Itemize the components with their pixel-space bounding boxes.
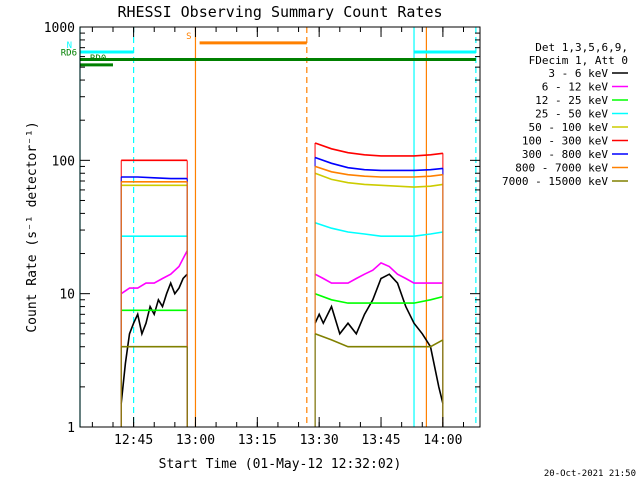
- series-line-50-100-kev: [314, 172, 444, 188]
- legend-label-800-7000-kev: 800 - 7000 keV: [515, 162, 608, 175]
- legend-header-line-2: FDecim 1, Att 0: [529, 54, 628, 67]
- legend-label-12-25-kev: 12 - 25 keV: [535, 94, 608, 107]
- axes: 1 10 100 1000 12:45 13:00 13:15 13:30 13:45 14:00: [44, 21, 480, 448]
- series-line-300-800-kev: [121, 176, 188, 180]
- state-bar-label-rd0: RD0: [90, 54, 106, 64]
- plot-frame: [79, 26, 481, 428]
- series-line-12-25-kev: [314, 292, 444, 304]
- legend-label-100-300-kev: 100 - 300 keV: [522, 135, 608, 148]
- series-lines: [120, 142, 444, 427]
- legend-header-line-1: Det 1,3,5,6,9,: [535, 41, 628, 54]
- legend-label-3-6-kev: 3 - 6 keV: [548, 67, 608, 80]
- y-tick-label: 1: [67, 421, 75, 436]
- y-axis-label: Count Rate (s⁻¹ detector⁻¹): [25, 121, 40, 332]
- legend-label-50-100-kev: 50 - 100 keV: [529, 121, 609, 134]
- series-line-300-800-kev: [314, 156, 443, 172]
- y-tick-label: 1000: [44, 21, 75, 36]
- state-bar-label-rd6: RD6: [61, 49, 77, 59]
- y-tick-label: 100: [52, 154, 75, 169]
- generation-timestamp: 20-Oct-2021 21:50: [544, 469, 636, 479]
- legend-label-6-12-kev: 6 - 12 keV: [542, 81, 609, 94]
- series-line-3-6-kev: [314, 273, 444, 404]
- legend-label-25-50-kev: 25 - 50 keV: [535, 108, 608, 121]
- series-line-3-6-kev: [120, 273, 188, 404]
- series-line-6-12-kev: [314, 261, 443, 284]
- series-line-7000-15000-kev: [314, 333, 444, 348]
- x-axis-label: Start Time (01-May-12 12:32:02): [159, 457, 402, 472]
- x-tick-label: 13:45: [361, 433, 400, 448]
- y-tick-label: 10: [59, 288, 75, 303]
- legend-label-7000-15000-kev: 7000 - 15000 keV: [502, 175, 608, 188]
- legend-label-300-800-kev: 300 - 800 keV: [522, 148, 608, 161]
- state-bar-label-s: S: [186, 32, 191, 42]
- state-bars: N S RD6 RD0: [61, 32, 476, 67]
- state-bar-label-n: N: [67, 41, 72, 51]
- series-line-6-12-kev: [120, 250, 188, 295]
- series-line-100-300-kev: [314, 142, 443, 157]
- x-tick-label: 13:00: [176, 433, 215, 448]
- chart-title: RHESSI Observing Summary Count Rates: [117, 3, 442, 21]
- x-tick-label: 13:15: [238, 433, 277, 448]
- x-tick-label: 13:30: [300, 433, 339, 448]
- series-line-25-50-kev: [314, 222, 444, 237]
- x-tick-label: 12:45: [114, 433, 153, 448]
- legend: Det 1,3,5,6,9, FDecim 1, Att 0 3 - 6 keV…: [502, 41, 628, 188]
- series-line-800-7000-kev: [314, 165, 443, 178]
- x-tick-label: 14:00: [423, 433, 462, 448]
